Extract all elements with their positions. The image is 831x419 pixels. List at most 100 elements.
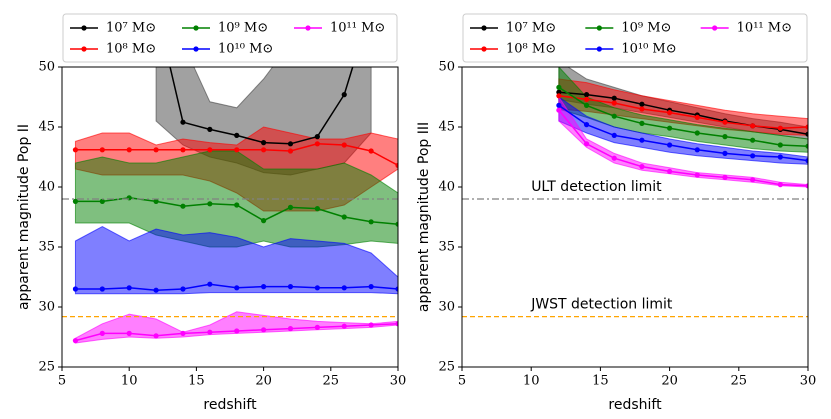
band	[558, 95, 808, 188]
series-point	[556, 93, 562, 99]
series-point	[261, 327, 267, 333]
legend-label: 10¹⁰ M⊙	[218, 42, 273, 57]
series-point	[368, 148, 374, 154]
plot-area	[556, 67, 808, 189]
series-point	[99, 286, 105, 292]
series-point	[777, 142, 783, 148]
x-tick-label: 15	[592, 374, 609, 389]
series-point	[72, 286, 79, 292]
y-tick-label: 30	[438, 300, 455, 315]
legend-label: 10⁹ M⊙	[621, 21, 671, 36]
series-point	[261, 284, 267, 290]
series-point	[639, 164, 645, 170]
series-point	[261, 140, 267, 146]
series-point	[99, 330, 105, 336]
series-point	[314, 285, 320, 291]
series-point	[805, 158, 808, 164]
reference-label: JWST detection limit	[530, 297, 673, 313]
series-point	[207, 201, 213, 207]
y-tick-label: 50	[38, 60, 55, 75]
series-point	[207, 147, 213, 153]
series-point	[153, 333, 159, 339]
series-point	[341, 285, 347, 291]
y-tick-label: 25	[38, 360, 55, 375]
series-point	[556, 89, 562, 95]
series-point	[314, 206, 320, 212]
series-point	[694, 172, 700, 178]
series-point	[234, 132, 240, 138]
series-point	[777, 125, 783, 131]
series-point	[153, 198, 159, 204]
series-point	[694, 114, 700, 120]
series-point	[750, 177, 756, 183]
series-point	[287, 141, 294, 147]
legend-marker	[81, 25, 87, 31]
y-tick-label: 40	[438, 180, 455, 195]
series-point	[368, 219, 374, 225]
x-tick-label: 5	[58, 374, 66, 389]
series-point	[805, 183, 808, 189]
series-point	[611, 155, 617, 161]
series-point	[395, 221, 398, 227]
series-point	[153, 4, 158, 9]
series-point	[639, 101, 645, 107]
series-point	[667, 168, 673, 174]
series-point	[722, 119, 728, 125]
series-point	[583, 92, 590, 98]
series-point	[611, 132, 617, 138]
series-point	[341, 142, 347, 148]
series-point	[667, 142, 673, 148]
x-tick-label: 30	[390, 374, 407, 389]
x-axis-label: redshift	[203, 397, 257, 413]
series-point	[341, 92, 347, 98]
y-tick-label: 40	[38, 180, 55, 195]
series-point	[341, 214, 347, 220]
series-point	[234, 147, 240, 153]
series-point	[180, 330, 186, 336]
y-tick-label: 50	[438, 60, 455, 75]
series-point	[126, 285, 132, 291]
series-point	[395, 162, 398, 168]
series-point	[694, 130, 700, 136]
series-point	[611, 100, 617, 106]
series-point	[207, 126, 213, 132]
y-tick-label: 30	[38, 300, 55, 315]
plot-area	[72, 4, 398, 344]
x-tick-label: 10	[523, 374, 540, 389]
series-point	[611, 95, 617, 101]
series-point	[805, 124, 808, 130]
series-point	[153, 147, 159, 153]
series-point	[395, 321, 398, 327]
series-line	[558, 109, 808, 187]
y-tick-label: 45	[438, 120, 455, 135]
x-axis-label: redshift	[608, 397, 662, 413]
axes-frame	[461, 66, 809, 368]
series-point	[805, 131, 808, 137]
x-tick-label: 20	[255, 374, 272, 389]
series-point	[639, 137, 645, 143]
series-line	[558, 95, 808, 129]
series-point	[667, 125, 673, 131]
band	[74, 311, 398, 344]
series-point	[72, 338, 79, 344]
series-point	[261, 147, 267, 153]
series-point	[234, 285, 240, 291]
legend-marker	[193, 25, 199, 31]
series-point	[694, 147, 700, 153]
series-point	[341, 323, 347, 329]
x-tick-label: 15	[188, 374, 205, 389]
series-point	[314, 134, 320, 140]
legend-label: 10⁹ M⊙	[218, 21, 268, 36]
y-tick-label: 35	[438, 240, 455, 255]
series-point	[234, 328, 240, 334]
series-point	[395, 286, 398, 292]
series-point	[583, 96, 590, 102]
series-point	[368, 284, 374, 290]
series-point	[777, 154, 783, 160]
series-point	[722, 150, 728, 156]
series-point	[314, 141, 320, 147]
series-point	[180, 119, 186, 125]
series-point	[722, 134, 728, 140]
x-tick-label: 5	[458, 374, 466, 389]
